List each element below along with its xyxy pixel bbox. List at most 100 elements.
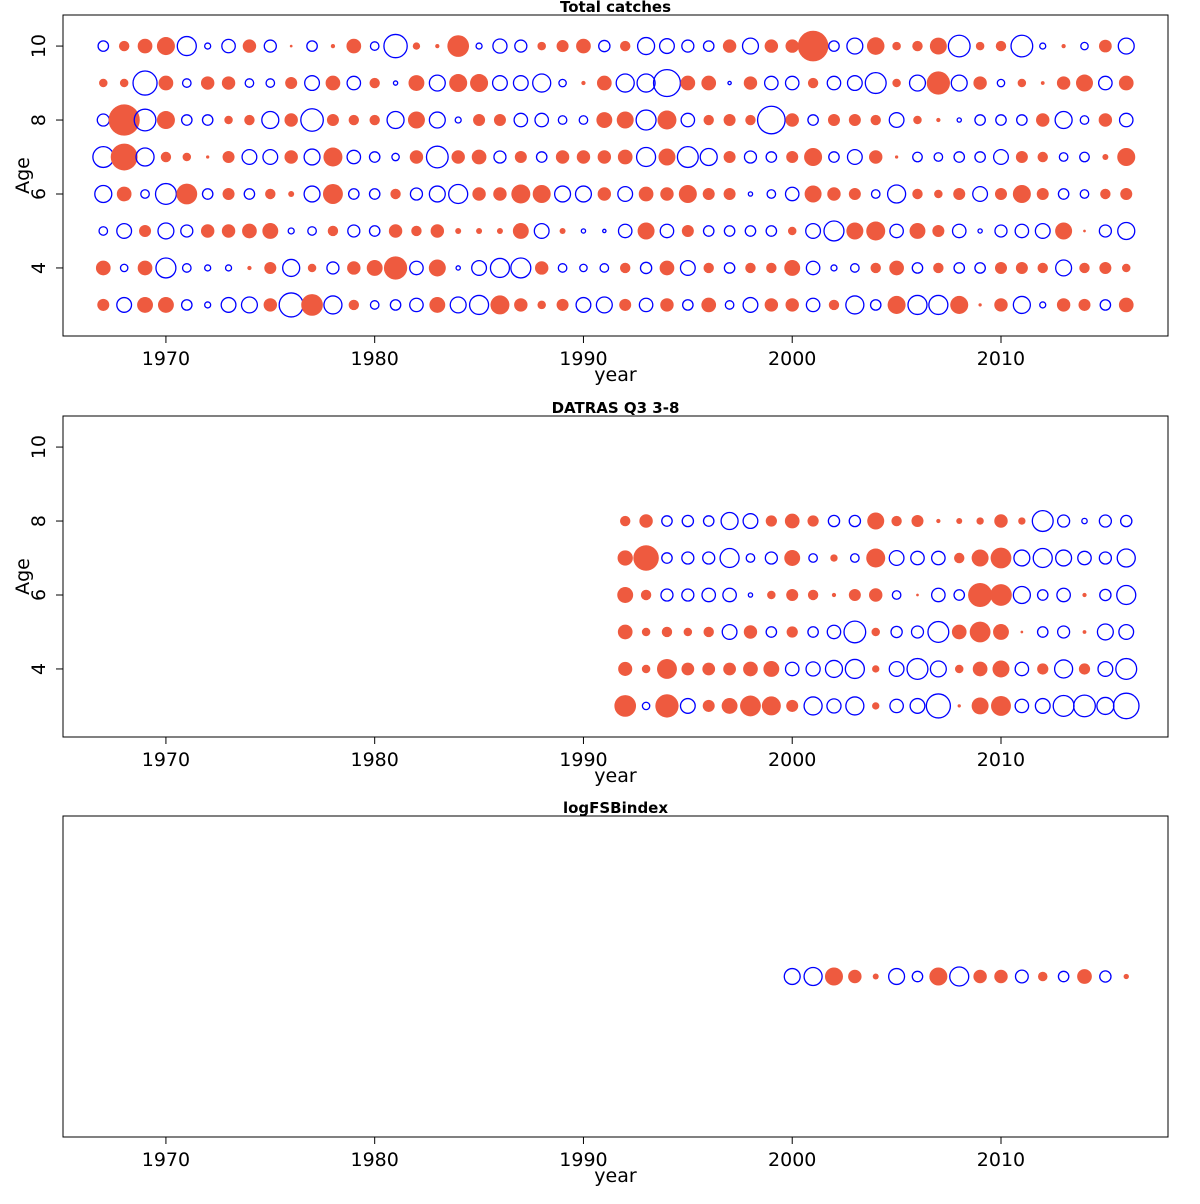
bubble: [1098, 551, 1113, 565]
bubble: [200, 76, 215, 90]
bubble: [1056, 625, 1071, 639]
bubble: [346, 149, 362, 165]
bubble: [1057, 188, 1070, 200]
bubble: [953, 187, 966, 200]
bubble: [805, 297, 821, 313]
bubble: [263, 39, 277, 53]
bubble: [181, 263, 192, 273]
bubble: [473, 114, 486, 127]
bubble: [954, 664, 964, 674]
bubble: [140, 189, 150, 199]
bubble: [930, 587, 946, 603]
bubble: [1055, 259, 1073, 277]
bubble: [660, 588, 674, 602]
bubble: [559, 227, 566, 234]
bubble: [805, 222, 822, 239]
bubble: [346, 38, 362, 54]
bubble: [807, 114, 819, 126]
bubble: [575, 296, 592, 313]
bubble: [845, 295, 865, 315]
bubble: [936, 117, 941, 123]
bubble: [1116, 584, 1137, 606]
bubble: [635, 146, 657, 168]
bubble: [1010, 34, 1034, 58]
bubble: [1078, 663, 1091, 675]
bubble: [288, 190, 295, 197]
bubble: [307, 263, 317, 273]
bubble: [741, 37, 760, 55]
bubble: [533, 222, 550, 239]
bubble: [224, 264, 233, 272]
bubble: [428, 111, 446, 129]
bubble: [763, 75, 779, 91]
bubble: [727, 80, 732, 86]
bubble: [201, 114, 214, 126]
bubble: [154, 182, 177, 206]
bubble: [323, 147, 343, 167]
bubble: [1018, 517, 1026, 525]
bubble: [661, 626, 673, 638]
bubble: [892, 41, 901, 51]
bubble: [1121, 263, 1131, 273]
bubble: [1120, 187, 1133, 200]
bubble: [1079, 262, 1090, 274]
bubble: [597, 187, 612, 201]
bubble: [1037, 971, 1048, 982]
bubble: [98, 226, 109, 236]
bubble: [1118, 112, 1134, 128]
bubble: [994, 261, 1007, 274]
bubble: [803, 966, 823, 987]
bubble: [1037, 151, 1048, 163]
bubble: [910, 550, 925, 566]
bubble: [1082, 630, 1087, 634]
bubble: [994, 187, 1007, 200]
bubble: [953, 151, 966, 163]
bubble: [872, 973, 879, 980]
bubble: [1056, 76, 1071, 90]
bubble: [764, 298, 779, 312]
bubble: [869, 150, 883, 164]
bubble: [537, 300, 546, 310]
bubble: [927, 620, 950, 644]
bubble: [323, 295, 343, 315]
bubble: [639, 261, 653, 275]
bubble: [994, 298, 1008, 312]
bubble: [222, 151, 235, 164]
bubble: [784, 260, 801, 276]
bubble: [455, 227, 462, 234]
bubble: [1078, 298, 1091, 311]
bubble: [1036, 187, 1049, 200]
bubble: [221, 76, 236, 90]
bubble: [1079, 151, 1090, 163]
bubble: [139, 224, 152, 237]
bubble: [870, 262, 881, 274]
bubble: [743, 76, 758, 90]
bubble: [430, 224, 445, 238]
plot-frame: [62, 14, 1169, 337]
bubble: [451, 150, 465, 164]
bubble: [493, 150, 507, 164]
bubble: [636, 73, 656, 93]
bubble: [702, 225, 715, 237]
bubble: [933, 152, 944, 162]
bubble: [1020, 630, 1024, 634]
bubble: [368, 188, 381, 200]
bubble: [1080, 41, 1089, 51]
bubble: [1056, 587, 1071, 603]
bubble: [658, 38, 675, 55]
bubble: [846, 222, 864, 240]
bubble: [797, 30, 829, 62]
bubble: [325, 75, 341, 91]
bubble: [870, 189, 881, 199]
bubble: [926, 71, 950, 95]
bubble: [1061, 43, 1066, 49]
bubble: [1096, 696, 1115, 716]
bubble: [240, 296, 259, 314]
bubble: [679, 697, 696, 714]
bubble: [1098, 224, 1113, 238]
bubble: [892, 78, 901, 88]
bubble: [1013, 549, 1031, 567]
x-tick-label: 1970: [142, 1149, 190, 1171]
bubble: [702, 699, 715, 712]
bubble: [1118, 297, 1134, 313]
